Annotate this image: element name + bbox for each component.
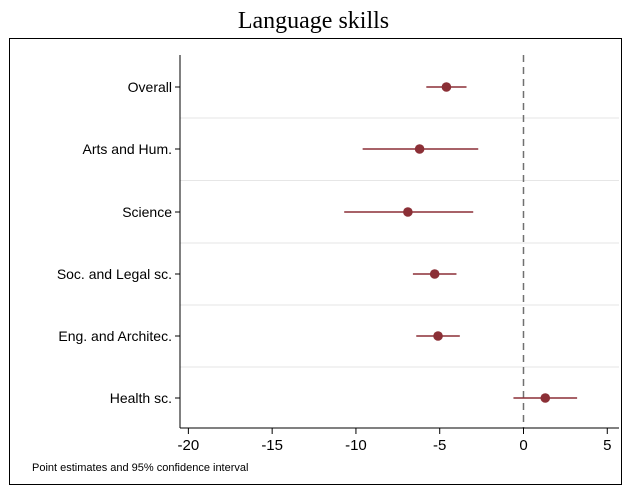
x-tick-label: 5: [603, 437, 611, 454]
category-label: Science: [122, 204, 172, 220]
data-marks: [344, 82, 578, 403]
x-tick-label: -15: [261, 437, 283, 454]
x-tick-label: -10: [345, 437, 367, 454]
grid-lines: [180, 117, 619, 368]
point-estimate: [540, 393, 551, 403]
point-estimate: [441, 82, 452, 92]
category-labels: Overall Arts and Hum. Science Soc. and Lega…: [57, 79, 172, 406]
chart-note: Point estimates and 95% confidence inter…: [32, 462, 248, 474]
x-ticks: -20 -15 -10 -5 0 5: [178, 428, 611, 454]
x-tick-label: -20: [178, 437, 200, 454]
point-estimate: [403, 207, 413, 217]
point-estimate: [414, 144, 425, 154]
category-label: Arts and Hum.: [83, 141, 172, 157]
category-label: Eng. and Architec.: [58, 328, 172, 344]
x-tick-label: -5: [433, 437, 446, 454]
category-label: Overall: [128, 79, 172, 95]
point-estimate: [433, 331, 443, 341]
point-estimate: [429, 269, 440, 279]
x-tick-label: 0: [519, 437, 527, 454]
category-label: Soc. and Legal sc.: [57, 266, 172, 282]
plot-frame: [9, 38, 622, 485]
category-label: Health sc.: [110, 390, 172, 406]
chart-title: Language skills: [237, 8, 390, 34]
axes: [175, 55, 619, 429]
